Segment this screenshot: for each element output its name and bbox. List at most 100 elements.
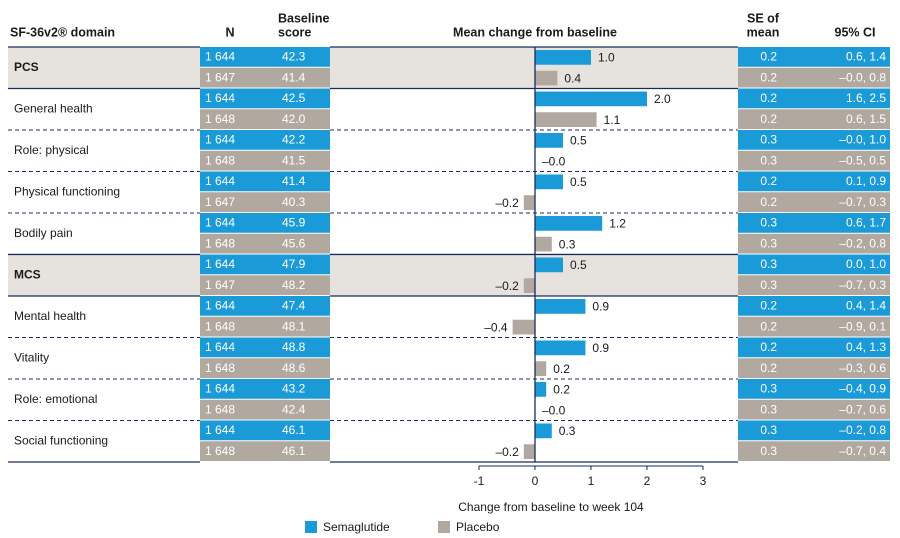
table-cell-bg — [738, 358, 890, 378]
bar — [535, 340, 586, 356]
se-cell: 0.2 — [760, 299, 777, 313]
n-cell: 1 648 — [205, 361, 235, 375]
bar — [512, 319, 535, 335]
table-cell-bg — [738, 316, 890, 337]
legend-swatch — [438, 521, 450, 533]
ci-cell: 0.6, 1.5 — [846, 112, 886, 126]
value-label: –0.2 — [495, 196, 519, 210]
value-label: –0.4 — [484, 320, 508, 334]
n-cell: 1 648 — [205, 319, 235, 333]
table-cell-bg — [738, 192, 890, 212]
value-label: 1.1 — [604, 113, 621, 127]
se-cell: 0.2 — [760, 340, 777, 354]
value-label: –0.0 — [542, 403, 566, 417]
se-cell: 0.3 — [760, 257, 777, 271]
column-header: Mean change from baseline — [453, 25, 617, 39]
table-cell-bg — [200, 47, 330, 67]
column-header: SE of — [747, 11, 780, 25]
table-cell-bg — [738, 275, 890, 295]
value-label: –0.2 — [495, 279, 519, 293]
table-cell-bg — [200, 441, 330, 461]
value-label: 0.9 — [592, 341, 609, 355]
table-cell-bg — [200, 213, 330, 233]
table-cell-bg — [738, 150, 890, 171]
table-cell-bg — [738, 171, 890, 192]
table-cell-bg — [738, 130, 890, 150]
table-cell-bg — [200, 316, 330, 337]
table-cell-bg — [738, 233, 890, 254]
table-cell-bg — [738, 420, 890, 441]
ci-cell: –0.2, 0.8 — [839, 423, 886, 437]
table-cell-bg — [738, 213, 890, 233]
summary-row-bg — [330, 47, 738, 89]
baseline-cell: 47.4 — [282, 299, 306, 313]
bar — [535, 382, 547, 397]
baseline-cell: 41.4 — [282, 70, 306, 84]
se-cell: 0.3 — [760, 444, 777, 458]
category-label: Bodily pain — [14, 226, 73, 240]
se-cell: 0.3 — [760, 278, 777, 292]
legend-swatch — [305, 521, 317, 533]
table-cell-bg — [200, 420, 330, 441]
n-cell: 1 644 — [205, 257, 235, 271]
ci-cell: –0.7, 0.4 — [839, 444, 886, 458]
ci-cell: –0.7, 0.3 — [839, 195, 886, 209]
baseline-cell: 45.6 — [282, 236, 306, 250]
value-label: 0.9 — [592, 300, 609, 314]
ci-cell: 0.6, 1.7 — [846, 216, 886, 230]
baseline-cell: 42.4 — [282, 402, 306, 416]
bar — [535, 50, 591, 65]
value-label: 0.4 — [564, 71, 581, 85]
se-cell: 0.2 — [760, 70, 777, 84]
baseline-cell: 45.9 — [282, 216, 306, 230]
se-cell: 0.3 — [760, 133, 777, 147]
table-cell-bg — [738, 254, 890, 275]
ci-cell: 0.4, 1.4 — [846, 299, 886, 313]
baseline-cell: 41.4 — [282, 174, 306, 188]
bar — [535, 299, 586, 314]
category-label: Role: emotional — [14, 392, 97, 406]
ci-cell: –0.2, 0.8 — [839, 236, 886, 250]
x-axis-label: Change from baseline to week 104 — [458, 500, 644, 514]
n-cell: 1 644 — [205, 174, 235, 188]
ci-cell: –0.4, 0.9 — [839, 382, 886, 396]
x-tick-label: 3 — [700, 474, 707, 488]
column-header: 95% CI — [835, 25, 876, 39]
baseline-cell: 41.5 — [282, 153, 306, 167]
se-cell: 0.2 — [760, 112, 777, 126]
n-cell: 1 644 — [205, 382, 235, 396]
category-label: MCS — [14, 267, 41, 281]
value-label: 0.5 — [570, 175, 587, 189]
x-tick-label: 0 — [532, 474, 539, 488]
baseline-cell: 42.0 — [282, 112, 306, 126]
baseline-cell: 48.2 — [282, 278, 306, 292]
value-label: 0.2 — [553, 383, 570, 397]
table-cell-bg — [200, 150, 330, 171]
se-cell: 0.3 — [760, 382, 777, 396]
legend-label: Placebo — [456, 520, 500, 534]
baseline-cell: 46.1 — [282, 423, 306, 437]
table-cell-bg — [738, 337, 890, 358]
table-cell-bg — [200, 233, 330, 254]
bar — [535, 174, 563, 190]
se-cell: 0.3 — [760, 423, 777, 437]
bar — [535, 361, 547, 376]
se-cell: 0.2 — [760, 91, 777, 105]
n-cell: 1 648 — [205, 402, 235, 416]
bar — [535, 133, 563, 148]
baseline-cell: 46.1 — [282, 444, 306, 458]
baseline-cell: 48.8 — [282, 340, 306, 354]
n-cell: 1 644 — [205, 91, 235, 105]
table-cell-bg — [200, 296, 330, 316]
table-cell-bg — [738, 88, 890, 109]
category-label: Mental health — [14, 309, 86, 323]
baseline-cell: 48.6 — [282, 361, 306, 375]
bar — [523, 444, 535, 459]
value-label: 1.2 — [609, 217, 626, 231]
table-cell-bg — [200, 67, 330, 88]
x-tick-label: -1 — [474, 474, 485, 488]
n-cell: 1 648 — [205, 153, 235, 167]
ci-cell: –0.7, 0.6 — [839, 402, 886, 416]
table-cell-bg — [738, 47, 890, 67]
